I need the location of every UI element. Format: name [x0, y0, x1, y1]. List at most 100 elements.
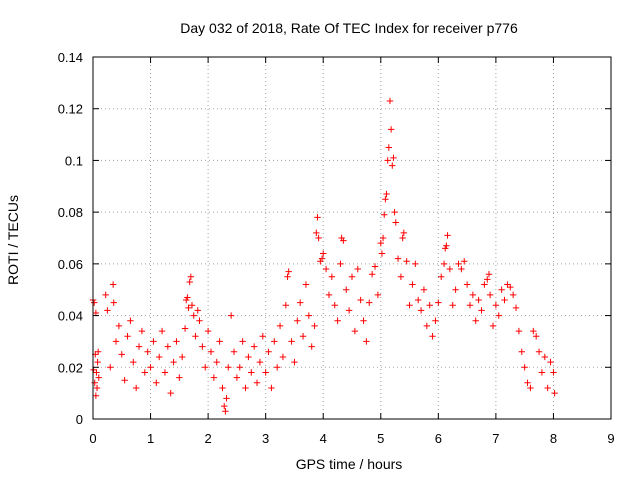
data-point — [147, 364, 154, 371]
x-tick-label: 6 — [435, 431, 442, 446]
data-point — [331, 302, 338, 309]
data-point — [475, 296, 482, 304]
data-point — [219, 384, 226, 392]
y-tick-labels: 0 0.02 0.04 0.06 0.08 0.1 0.12 0.14 — [58, 50, 83, 427]
data-point — [374, 291, 382, 299]
data-point — [294, 317, 301, 324]
data-point — [121, 377, 128, 384]
data-point — [392, 219, 399, 226]
data-point — [297, 299, 304, 306]
data-point — [406, 302, 413, 309]
data-point — [221, 402, 228, 410]
data-point — [363, 338, 370, 345]
data-point — [377, 239, 384, 247]
data-point — [449, 302, 456, 309]
data-point — [94, 358, 101, 366]
data-point — [435, 299, 442, 306]
data-point — [179, 353, 186, 361]
data-point — [308, 343, 315, 350]
data-point — [92, 392, 100, 399]
data-point — [196, 317, 203, 324]
y-tick-label: 0.1 — [65, 153, 83, 168]
data-point — [262, 369, 269, 376]
data-point — [438, 273, 445, 280]
data-point — [225, 364, 232, 371]
data-point — [463, 281, 471, 288]
data-point — [155, 353, 163, 361]
data-point — [512, 304, 520, 312]
data-point — [118, 351, 125, 358]
data-point — [95, 374, 102, 381]
data-point — [233, 374, 241, 381]
data-point — [455, 260, 462, 268]
data-point — [164, 343, 172, 350]
data-point — [409, 281, 416, 288]
data-point — [478, 307, 485, 314]
data-point — [340, 237, 347, 244]
data-point — [387, 126, 395, 133]
data-point — [130, 358, 137, 366]
data-point — [530, 327, 537, 335]
data-point — [273, 364, 281, 371]
data-point — [532, 333, 540, 340]
data-point — [498, 286, 505, 293]
data-point — [250, 343, 258, 350]
data-point — [190, 312, 197, 319]
data-point — [204, 327, 212, 335]
data-point — [397, 273, 405, 280]
data-point — [313, 229, 320, 237]
data-point — [414, 296, 422, 304]
data-point — [390, 154, 397, 162]
data-point — [486, 291, 494, 299]
data-point — [210, 374, 218, 381]
data-point — [357, 296, 364, 304]
data-point — [489, 322, 497, 330]
data-point — [495, 312, 502, 319]
data-point — [417, 307, 425, 314]
data-point — [354, 265, 361, 273]
data-point — [144, 348, 151, 355]
x-tick-label: 2 — [204, 431, 211, 446]
data-point — [550, 369, 557, 376]
data-point — [230, 348, 238, 355]
data-point — [170, 358, 177, 366]
data-point — [403, 258, 410, 265]
data-point — [481, 281, 488, 288]
data-point — [291, 358, 298, 366]
axis-ticks — [92, 56, 612, 420]
data-point — [518, 348, 525, 355]
data-point — [192, 333, 199, 340]
data-point — [227, 312, 235, 319]
data-point — [302, 281, 310, 288]
data-point — [245, 353, 252, 361]
data-point — [187, 273, 195, 280]
x-tick-label: 9 — [607, 431, 614, 446]
x-tick-label: 8 — [550, 431, 557, 446]
x-tick-label: 7 — [492, 431, 499, 446]
data-point — [389, 162, 396, 169]
data-point — [420, 286, 428, 293]
data-point — [325, 291, 333, 299]
data-point — [236, 364, 243, 371]
data-point — [461, 258, 468, 265]
data-point — [138, 327, 146, 335]
data-point — [383, 190, 390, 198]
data-point — [334, 317, 341, 324]
y-tick-label: 0.14 — [58, 50, 83, 65]
data-point — [268, 384, 275, 392]
data-point — [521, 364, 528, 371]
data-point — [124, 333, 131, 340]
data-point — [469, 291, 477, 299]
data-point — [90, 299, 98, 306]
data-point — [132, 384, 140, 392]
data-point — [501, 296, 508, 304]
data-point — [288, 338, 295, 345]
data-point — [186, 278, 193, 286]
data-point — [452, 286, 459, 293]
data-point — [176, 374, 183, 381]
data-point — [432, 317, 439, 324]
data-point — [216, 338, 223, 345]
data-point — [110, 299, 117, 306]
data-point — [282, 302, 290, 309]
data-point — [194, 307, 201, 314]
